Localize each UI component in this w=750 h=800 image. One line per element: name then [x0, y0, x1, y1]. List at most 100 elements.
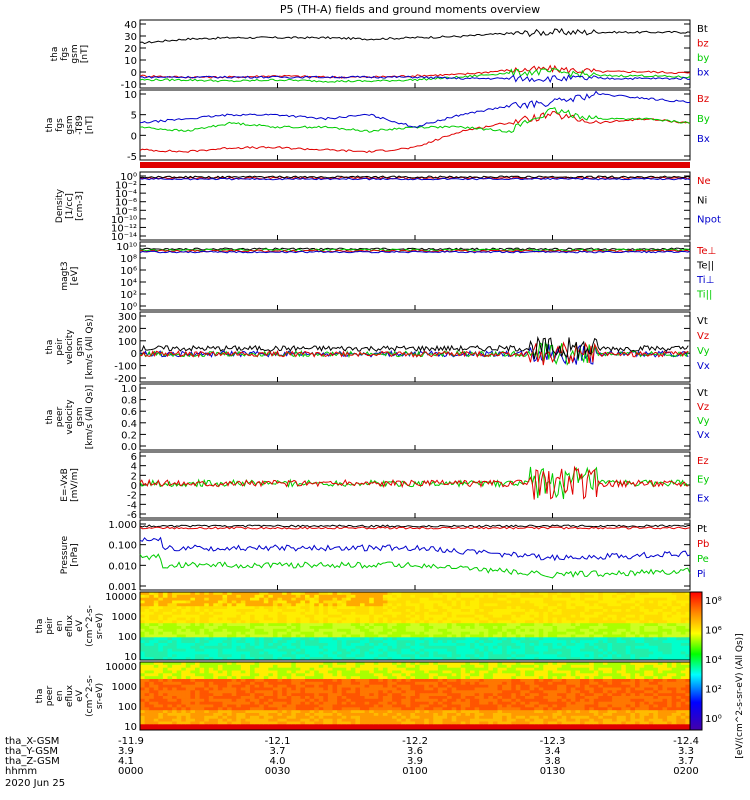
- spectrogram-cell: [309, 676, 315, 680]
- spectrogram-cell: [350, 623, 356, 627]
- spectrogram-cell: [364, 698, 370, 703]
- spectrogram-cell: [176, 727, 182, 731]
- spectrogram-cell: [172, 676, 178, 680]
- spectrogram-cell: [465, 614, 471, 618]
- spectrogram-cell: [415, 696, 421, 700]
- spectrogram-cell: [424, 592, 430, 596]
- spectrogram-cell: [295, 681, 301, 686]
- spectrogram-cell: [479, 645, 485, 650]
- spectrogram-cell: [382, 687, 388, 691]
- spectrogram-cell: [534, 606, 540, 610]
- spectrogram-cell: [460, 718, 466, 722]
- spectrogram-cell: [593, 634, 599, 638]
- spectrogram-cell: [140, 710, 146, 714]
- spectrogram-cell: [176, 664, 182, 669]
- spectrogram-cell: [236, 662, 242, 666]
- spectrogram-cell: [506, 600, 512, 604]
- spectrogram-cell: [355, 626, 361, 630]
- spectrogram-cell: [497, 640, 503, 644]
- spectrogram-cell: [589, 631, 595, 635]
- spectrogram-cell: [263, 698, 269, 703]
- spectrogram-cell: [405, 600, 411, 604]
- spectrogram-cell: [236, 679, 242, 683]
- spectrogram-cell: [415, 643, 421, 647]
- spectrogram-cell: [268, 664, 274, 669]
- spectrogram-cell: [204, 715, 210, 720]
- spectrogram-cell: [240, 676, 246, 680]
- spectrogram-cell: [268, 640, 274, 644]
- spectrogram-cell: [598, 594, 604, 599]
- spectrogram-cell: [382, 594, 388, 599]
- spectrogram-cell: [323, 620, 329, 624]
- spectrogram-cell: [451, 611, 457, 616]
- spectrogram-cell: [213, 687, 219, 691]
- spectrogram-cell: [282, 718, 288, 722]
- spectrogram-cell: [195, 603, 201, 607]
- spectrogram-cell: [327, 634, 333, 638]
- spectrogram-cell: [300, 727, 306, 731]
- spectrogram-cell: [240, 620, 246, 624]
- spectrogram-cell: [520, 623, 526, 627]
- spectrogram-cell: [680, 657, 686, 661]
- spectrogram-cell: [240, 687, 246, 691]
- spectrogram-cell: [153, 698, 159, 703]
- spectrogram-cell: [474, 657, 480, 661]
- spectrogram-cell: [479, 634, 485, 638]
- spectrogram-cell: [318, 592, 324, 596]
- spectrogram-cell: [662, 643, 668, 647]
- spectrogram-cell: [305, 637, 311, 641]
- spectrogram-cell: [227, 634, 233, 638]
- spectrogram-cell: [392, 724, 398, 728]
- spectrogram-cell: [442, 724, 448, 728]
- spectrogram-cell: [474, 628, 480, 633]
- spectrogram-cell: [291, 698, 297, 703]
- spectrogram-cell: [364, 684, 370, 688]
- spectrogram-cell: [648, 651, 654, 655]
- spectrogram-cell: [662, 592, 668, 596]
- spectrogram-cell: [598, 611, 604, 616]
- spectrogram-cell: [268, 594, 274, 599]
- spectrogram-cell: [217, 667, 223, 671]
- spectrogram-cell: [140, 679, 146, 683]
- spectrogram-cell: [566, 643, 572, 647]
- spectrogram-cell: [360, 640, 366, 644]
- spectrogram-cell: [460, 611, 466, 616]
- spectrogram-cell: [213, 690, 219, 694]
- spectrogram-cell: [621, 594, 627, 599]
- spectrogram-cell: [369, 614, 375, 618]
- spectrogram-cell: [291, 724, 297, 728]
- spectrogram-cell: [465, 662, 471, 666]
- spectrogram-cell: [437, 664, 443, 669]
- spectrogram-cell: [474, 645, 480, 650]
- spectrogram-cell: [305, 645, 311, 650]
- spectrogram-cell: [584, 597, 590, 601]
- spectrogram-cell: [534, 597, 540, 601]
- spectrogram-cell: [382, 651, 388, 655]
- spectrogram-cell: [199, 603, 205, 607]
- spectrogram-cell: [355, 662, 361, 666]
- spectrogram-cell: [254, 617, 260, 621]
- spectrogram-cell: [268, 609, 274, 613]
- spectrogram-cell: [309, 687, 315, 691]
- spectrogram-cell: [525, 640, 531, 644]
- spectrogram-cell: [378, 698, 384, 703]
- spectrogram-cell: [525, 603, 531, 607]
- spectrogram-cell: [396, 631, 402, 635]
- spectrogram-cell: [167, 676, 173, 680]
- spectrogram-cell: [199, 594, 205, 599]
- spectrogram-cell: [227, 721, 233, 725]
- spectrogram-cell: [176, 670, 182, 674]
- spectrogram-cell: [236, 701, 242, 705]
- spectrogram-cell: [511, 626, 517, 630]
- spectrogram-cell: [360, 626, 366, 630]
- spectrogram-cell: [250, 654, 256, 658]
- spectrogram-cell: [442, 698, 448, 703]
- spectrogram-cell: [291, 648, 297, 652]
- spectrogram-cell: [492, 620, 498, 624]
- spectrogram-cell: [644, 640, 650, 644]
- spectrogram-cell: [144, 640, 150, 644]
- spectrogram-cell: [176, 724, 182, 728]
- spectrogram-cell: [387, 690, 393, 694]
- spectrogram-cell: [653, 600, 659, 604]
- spectrogram-cell: [497, 594, 503, 599]
